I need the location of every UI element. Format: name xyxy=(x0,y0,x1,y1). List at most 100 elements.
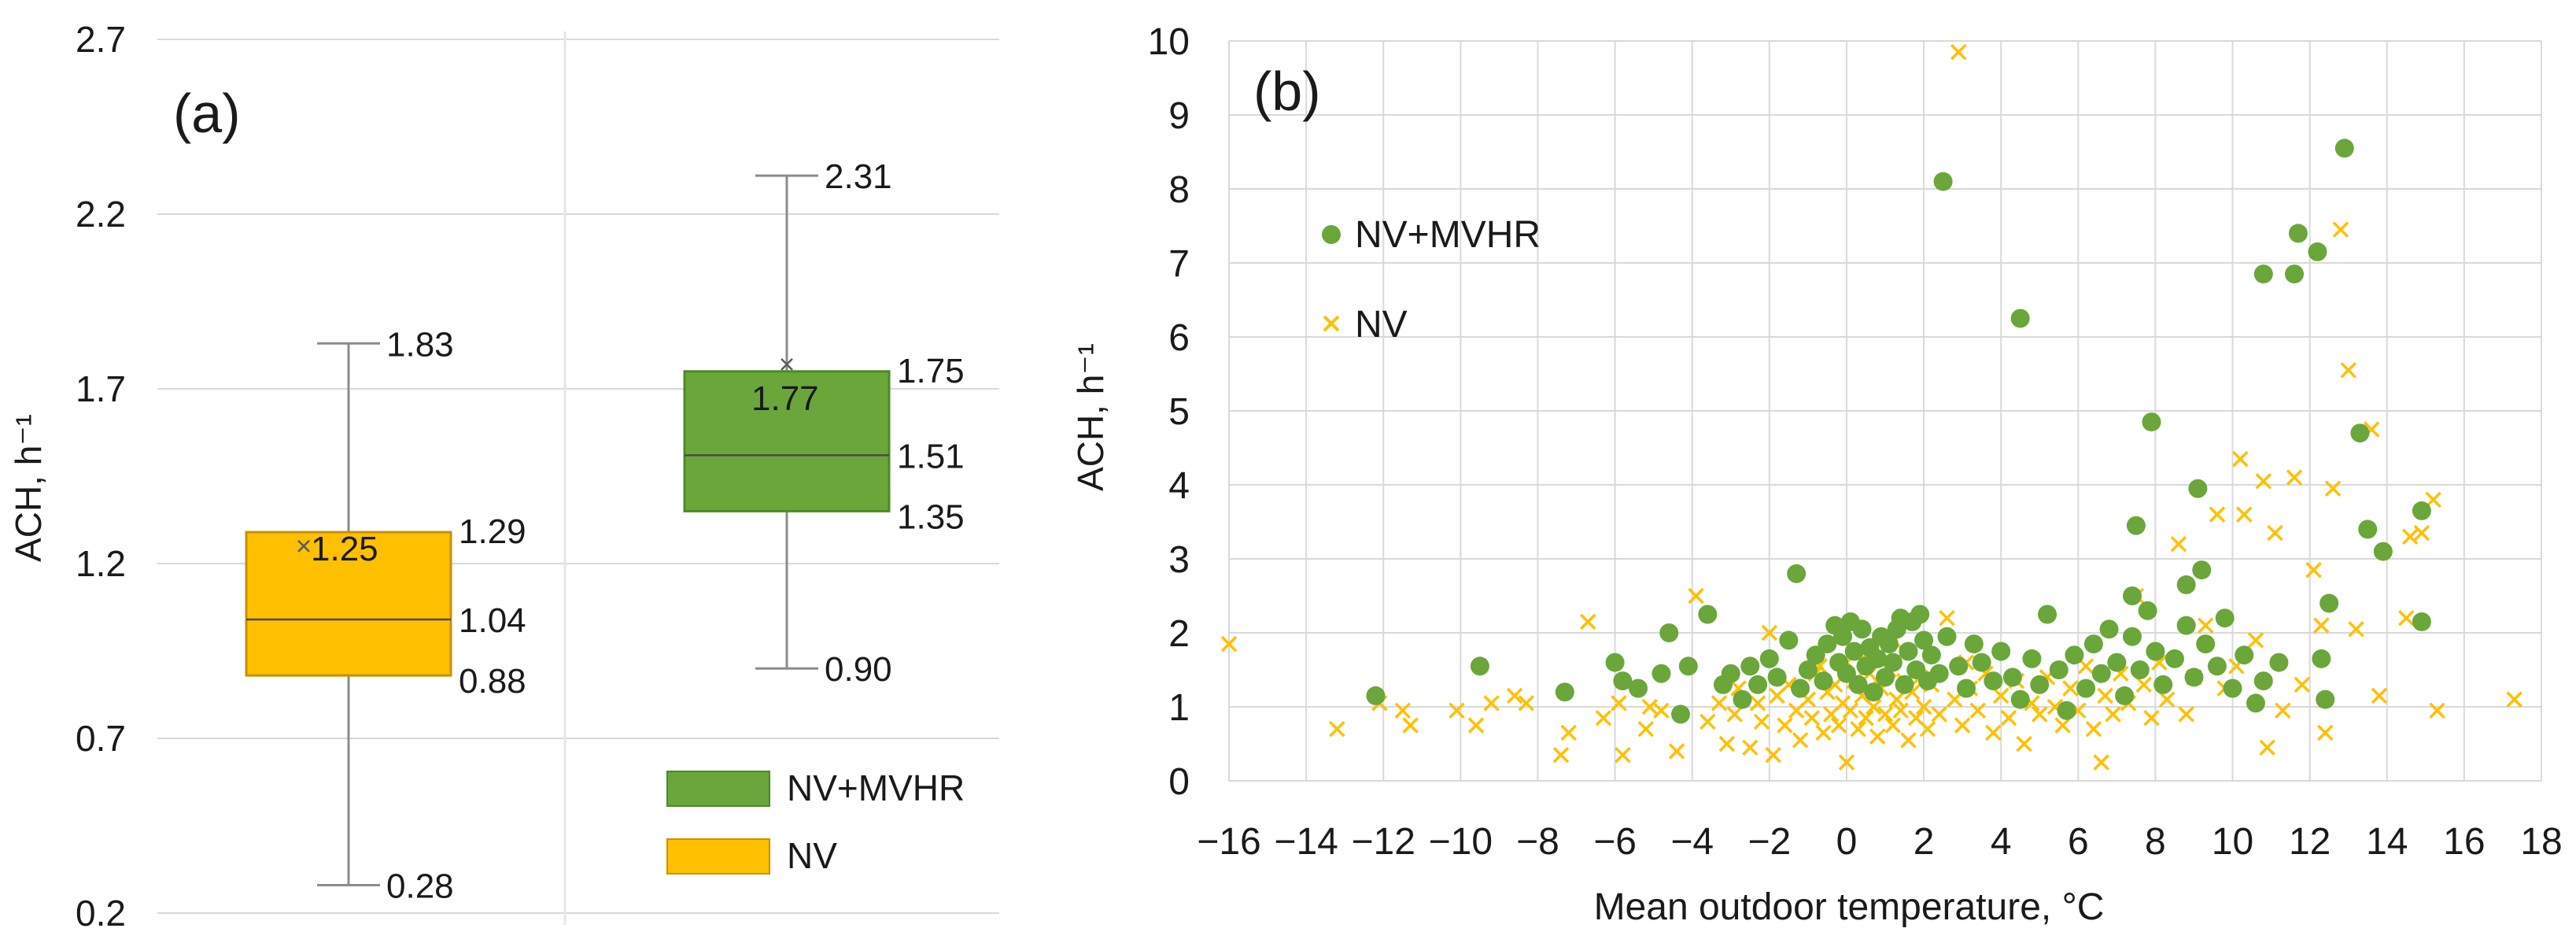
data-point-nv-stroke xyxy=(2236,506,2253,523)
iqr-box-nv-mvhr xyxy=(683,370,891,512)
data-point-nv-stroke xyxy=(2267,524,2283,542)
data-point-nv-stroke xyxy=(2294,676,2311,693)
panel-b-x-tick-label: 12 xyxy=(2289,821,2331,863)
max-label-nv-mvhr: 2.31 xyxy=(825,157,892,196)
data-point-nv-mvhr xyxy=(1740,656,1760,676)
data-point-nv-stroke xyxy=(2085,720,2102,738)
data-point-nv-mvhr xyxy=(2316,690,2335,709)
data-point-nv-stroke xyxy=(1653,702,1670,719)
data-point-nv-stroke xyxy=(2197,617,2214,634)
data-point-nv-stroke xyxy=(2046,698,2064,716)
data-point-nv-mvhr xyxy=(2038,605,2057,624)
data-point-nv-mvhr xyxy=(2285,264,2305,284)
legend-marker-nv xyxy=(1323,315,1340,332)
median-label-nv-mvhr: 1.51 xyxy=(897,437,965,475)
data-point-nv xyxy=(1931,706,1947,723)
data-point-nv-stroke xyxy=(1668,743,1685,760)
data-point-nv-stroke xyxy=(1753,713,1770,730)
data-point-nv-mvhr xyxy=(1984,671,2003,691)
data-point-nv xyxy=(2197,617,2214,634)
data-point-nv-mvhr xyxy=(2373,542,2393,561)
data-point-nv-mvhr xyxy=(2030,675,2050,694)
panel-a-y-tick-label: 2.7 xyxy=(76,19,126,60)
data-point-nv-stroke xyxy=(2158,691,2176,708)
data-point-nv-mvhr xyxy=(1555,682,1574,702)
data-point-nv-mvhr xyxy=(2010,309,2030,328)
data-point-nv-stroke xyxy=(1792,732,1809,749)
data-point-nv-mvhr xyxy=(2350,423,2370,443)
data-point-nv xyxy=(1950,43,1967,61)
data-point-nv-mvhr xyxy=(2176,616,2196,635)
data-point-nv xyxy=(1615,746,1631,764)
min-label-nv-mvhr: 0.90 xyxy=(825,650,892,689)
data-point-nv-mvhr xyxy=(1921,645,1941,665)
data-point-nv-mvhr xyxy=(2235,645,2254,665)
data-point-nv-mvhr xyxy=(2146,642,2165,661)
data-point-nv-mvhr xyxy=(2115,686,2135,705)
data-point-nv-stroke xyxy=(2340,362,2356,379)
data-point-nv-mvhr xyxy=(1613,671,1633,691)
data-point-nv xyxy=(2286,469,2303,486)
data-point-nv-stroke xyxy=(1718,735,1736,753)
data-point-nv-mvhr xyxy=(2130,660,2150,679)
data-point-nv xyxy=(2062,680,2079,697)
data-point-nv xyxy=(1869,728,1886,745)
data-point-nv-mvhr xyxy=(1876,667,1895,687)
data-point-nv-mvhr xyxy=(2192,560,2212,580)
data-point-nv-stroke xyxy=(1915,698,1932,716)
data-point-nv-mvhr xyxy=(2057,701,2076,720)
data-point-nv-stroke xyxy=(2247,632,2264,649)
data-point-nv-stroke xyxy=(2143,709,2160,727)
data-point-nv-mvhr xyxy=(2412,501,2431,520)
data-point-nv-mvhr xyxy=(2253,264,2273,284)
data-point-nv-mvhr xyxy=(2188,479,2208,498)
data-point-nv-stroke xyxy=(2255,473,2272,490)
data-point-nv xyxy=(1919,720,1936,738)
data-point-nv-stroke xyxy=(2332,221,2349,238)
data-point-nv-stroke xyxy=(1884,717,1902,734)
data-point-nv-mvhr xyxy=(1852,619,1872,639)
data-point-nv-stroke xyxy=(2105,706,2121,723)
data-point-nv-mvhr xyxy=(1883,653,1902,672)
data-point-nv-stroke xyxy=(1919,720,1936,738)
data-point-nv-mvhr xyxy=(2138,601,2157,620)
data-point-nv-mvhr xyxy=(1748,675,1768,694)
data-point-nv-mvhr xyxy=(1868,649,1888,668)
data-point-nv xyxy=(2170,535,2187,553)
data-point-nv xyxy=(1668,743,1685,760)
data-point-nv xyxy=(2371,687,2388,704)
data-point-nv-stroke xyxy=(2054,717,2071,734)
data-point-nv-stroke xyxy=(1830,717,1847,734)
panel-b-y-tick-label: 6 xyxy=(1168,317,1190,359)
data-point-nv-stroke xyxy=(1615,746,1631,764)
q1-label-nv-mvhr: 1.35 xyxy=(897,497,965,536)
panel-a-y-tick-labels: 0.2 0.7 1.2 1.7 2.2 2.7 xyxy=(76,19,126,934)
data-point-nv xyxy=(2429,702,2445,719)
data-point-nv xyxy=(2031,706,2048,723)
data-point-nv-stroke xyxy=(2209,506,2226,523)
data-point-nv-stroke xyxy=(1850,720,1866,738)
data-point-nv-mvhr xyxy=(1964,634,1984,654)
panel-b-x-tick-label: 0 xyxy=(1836,821,1858,863)
data-point-nv-stroke xyxy=(1977,665,1994,682)
panel-b-x-tick-label: −8 xyxy=(1516,821,1559,863)
data-point-nv xyxy=(1877,706,1894,723)
data-point-nv xyxy=(1595,709,1612,727)
data-point-nv xyxy=(1792,732,1809,749)
data-point-nv-stroke xyxy=(1869,728,1886,745)
data-point-nv-mvhr xyxy=(1949,656,1969,676)
data-point-nv-stroke xyxy=(2305,561,2322,579)
data-point-nv xyxy=(2135,676,2152,693)
data-point-nv-stroke xyxy=(2259,739,2275,756)
panel-b-x-tick-label: −2 xyxy=(1747,821,1791,863)
data-point-nv xyxy=(1749,695,1766,712)
data-point-nv-stroke xyxy=(2324,480,2342,497)
box-nv: 1.83 0.28 1.29 1.04 0.88 1.25 xyxy=(245,325,526,905)
data-point-nv-mvhr xyxy=(2253,671,2273,691)
data-point-nv-mvhr xyxy=(2176,575,2196,594)
data-point-nv xyxy=(2247,632,2264,649)
panel-b-y-tick-label: 10 xyxy=(1148,21,1190,63)
data-point-nv-mvhr xyxy=(1698,605,1718,624)
data-point-nv xyxy=(1641,698,1658,716)
